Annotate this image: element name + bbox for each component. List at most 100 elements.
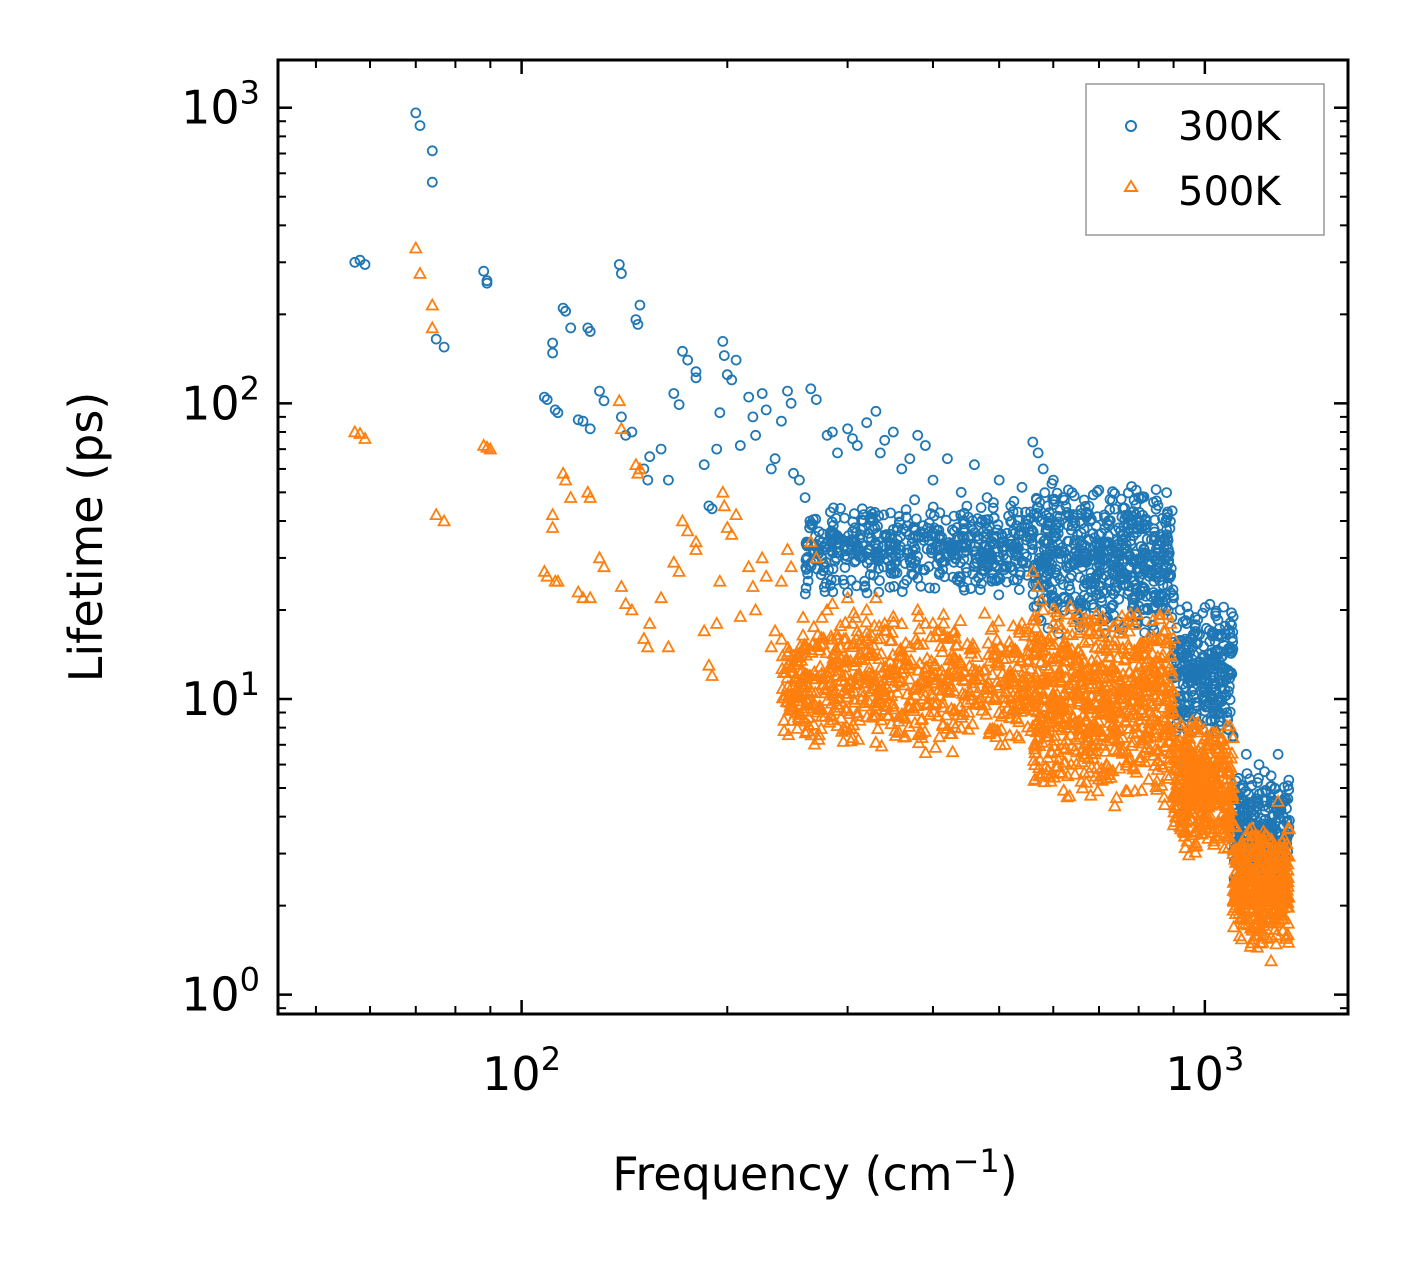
point-500k: [1059, 732, 1074, 746]
point-500k: [1026, 753, 1041, 766]
point-500k: [836, 734, 851, 747]
point-500k: [1049, 604, 1064, 618]
point-500k: [1173, 819, 1189, 832]
point-500k: [1064, 641, 1079, 655]
point-300k: [1093, 529, 1105, 540]
point-300k: [958, 523, 970, 534]
point-500k: [791, 709, 806, 723]
y-axis-title: Lifetime (ps): [59, 392, 113, 683]
point-300k: [864, 569, 876, 580]
point-500k: [1241, 900, 1256, 914]
point-500k: [873, 660, 888, 673]
point-500k: [1097, 618, 1112, 632]
point-300k: [1013, 537, 1024, 548]
point-500k: [563, 490, 578, 503]
point-500k: [1166, 737, 1181, 751]
point-500k: [925, 615, 940, 629]
point-500k: [1108, 640, 1123, 653]
point-500k: [1074, 754, 1089, 768]
point-500k: [1217, 840, 1232, 854]
point-300k: [1166, 505, 1178, 517]
point-500k: [945, 744, 960, 758]
point-500k: [1252, 833, 1267, 846]
point-300k: [862, 532, 874, 544]
point-500k: [1157, 738, 1172, 752]
point-500k: [1029, 686, 1044, 700]
point-300k: [965, 583, 977, 594]
point-500k: [729, 507, 744, 520]
point-500k: [1148, 674, 1164, 687]
point-300k: [867, 508, 878, 520]
point-500k: [1083, 623, 1098, 636]
point-300k: [1049, 525, 1061, 536]
point-500k: [1150, 717, 1165, 731]
point-300k: [598, 395, 610, 407]
point-500k: [1172, 733, 1187, 746]
point-500k: [920, 678, 935, 692]
point-500k: [864, 628, 880, 642]
point-500k: [1163, 697, 1178, 710]
point-500k: [1185, 768, 1200, 782]
point-500k: [944, 726, 959, 739]
point-500k: [796, 704, 811, 717]
point-300k: [1200, 668, 1211, 679]
point-500k: [914, 673, 929, 687]
point-300k: [794, 474, 805, 486]
point-500k: [1134, 783, 1149, 796]
point-500k: [1031, 579, 1046, 592]
point-500k: [986, 640, 1001, 654]
point-500k: [1093, 707, 1109, 720]
point-500k: [1050, 719, 1066, 732]
point-500k: [1045, 707, 1060, 720]
point-500k: [1149, 729, 1164, 743]
point-500k: [1138, 679, 1154, 693]
point-300k: [827, 426, 838, 438]
point-300k: [927, 527, 939, 539]
point-500k: [888, 728, 903, 741]
point-500k: [1257, 841, 1273, 854]
point-500k: [1039, 728, 1054, 742]
point-300k: [1066, 520, 1078, 532]
point-500k: [813, 636, 828, 650]
point-300k: [718, 350, 730, 362]
point-300k: [961, 500, 973, 512]
point-500k: [1214, 792, 1229, 806]
point-300k: [805, 383, 817, 395]
point-500k: [1073, 622, 1088, 636]
point-300k: [958, 581, 970, 593]
point-500k: [914, 730, 929, 743]
point-300k: [655, 443, 667, 455]
point-500k: [1211, 751, 1226, 764]
point-500k: [906, 703, 921, 716]
point-500k: [1107, 661, 1122, 675]
point-300k: [706, 503, 718, 515]
point-300k: [1085, 515, 1096, 527]
point-500k: [1027, 702, 1042, 716]
point-500k: [859, 614, 874, 628]
point-500k: [1045, 765, 1060, 779]
point-500k: [987, 692, 1002, 706]
point-300k: [1204, 598, 1216, 610]
point-500k: [1115, 625, 1130, 639]
point-500k: [1128, 647, 1143, 660]
point-500k: [804, 727, 819, 741]
point-300k: [1012, 506, 1024, 518]
point-500k: [755, 550, 770, 564]
point-500k: [1069, 657, 1085, 671]
point-300k: [1143, 571, 1155, 582]
point-300k: [1123, 519, 1134, 531]
point-500k: [1269, 936, 1284, 950]
point-500k: [429, 507, 444, 520]
point-500k: [437, 513, 452, 527]
point-500k: [1033, 655, 1049, 668]
point-500k: [1122, 623, 1137, 637]
point-500k: [1245, 931, 1260, 945]
point-500k: [1118, 651, 1133, 665]
point-300k: [634, 299, 646, 311]
point-500k: [897, 677, 912, 691]
point-500k: [1239, 864, 1254, 878]
point-500k: [1017, 628, 1033, 641]
point-300k: [998, 541, 1009, 553]
point-500k: [828, 667, 843, 681]
point-500k: [865, 708, 880, 721]
